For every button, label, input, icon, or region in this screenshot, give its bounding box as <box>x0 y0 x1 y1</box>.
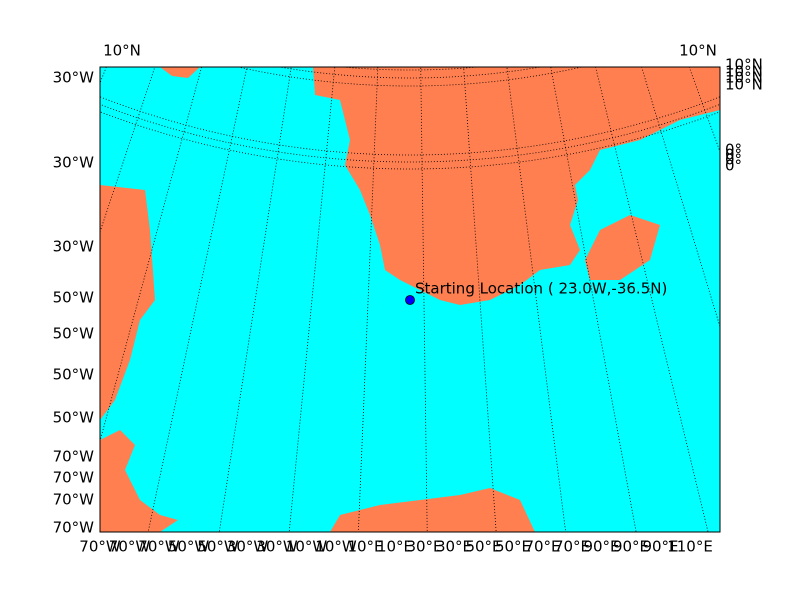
bottom-label: 70°W <box>138 538 180 556</box>
start-marker <box>405 295 415 305</box>
island <box>160 67 200 78</box>
left-label: 50°W <box>53 289 95 307</box>
left-label: 30°W <box>53 69 95 87</box>
annotation: Starting Location ( 23.0W,-36.5N) <box>415 280 667 298</box>
left-label: 50°W <box>53 409 95 427</box>
left-label: 70°W <box>53 519 95 537</box>
bottom-label: 30°E <box>406 538 442 556</box>
bottom-label: 50°E <box>465 538 501 556</box>
bottom-label: 10°E <box>347 538 383 556</box>
left-label: 70°W <box>53 491 95 509</box>
right-label: 0° <box>725 146 742 164</box>
right-label: 10°N <box>725 63 763 81</box>
island <box>553 130 565 160</box>
parallel <box>277 67 543 79</box>
bottom-label: 70°W <box>79 538 121 556</box>
left-label: 70°W <box>53 448 95 466</box>
top-label: 10°N <box>679 42 717 60</box>
left-label: 50°W <box>53 366 95 384</box>
meridian <box>595 67 709 532</box>
meridian <box>463 67 497 532</box>
meridian <box>506 67 567 532</box>
meridian <box>100 67 203 443</box>
graticule-labels: 10°N 10°N30°W30°W30°W50°W50°W50°W50°W70°W… <box>53 42 763 556</box>
bottom-label: 110°E <box>667 538 713 556</box>
right-label: 10°N <box>725 56 763 74</box>
bottom-label: 30°W <box>227 538 269 556</box>
africa <box>313 67 720 305</box>
right-label: 0° <box>725 151 742 169</box>
bottom-label: 10°E <box>377 538 413 556</box>
left-label: 30°W <box>53 154 95 172</box>
island <box>575 112 592 130</box>
left-label: 30°W <box>53 238 95 256</box>
right-label: 10°N <box>725 69 763 87</box>
bottom-label: 50°W <box>197 538 239 556</box>
bottom-label: 90°E <box>613 538 649 556</box>
south-america <box>100 185 155 420</box>
map-frame <box>99 66 721 533</box>
right-label: 0° <box>725 141 742 159</box>
bottom-label: 90°E <box>642 538 678 556</box>
bottom-label: 30°E <box>436 538 472 556</box>
left-label: 50°W <box>53 325 95 343</box>
land <box>100 67 720 532</box>
bottom-label: 70°E <box>554 538 590 556</box>
bottom-label: 10°W <box>315 538 357 556</box>
bottom-label: 50°W <box>168 538 210 556</box>
bottom-label: 30°W <box>256 538 298 556</box>
bottom-label: 70°W <box>109 538 151 556</box>
bottom-label: 50°E <box>495 538 531 556</box>
parallel <box>339 67 481 71</box>
right-label: 0° <box>725 157 742 175</box>
right-label: 10°N <box>725 76 763 94</box>
bottom-label: 90°E <box>583 538 619 556</box>
meridian <box>550 67 637 532</box>
meridian <box>357 67 379 532</box>
bottom-label: 70°E <box>524 538 560 556</box>
parallel <box>100 103 720 163</box>
island <box>585 215 660 280</box>
meridian <box>420 67 428 532</box>
south-america-tip <box>100 430 178 532</box>
left-label: 70°W <box>53 469 95 487</box>
antarctica <box>330 488 535 532</box>
top-label: 10°N <box>103 42 141 60</box>
meridian <box>147 67 248 532</box>
bottom-label: 10°W <box>286 538 328 556</box>
